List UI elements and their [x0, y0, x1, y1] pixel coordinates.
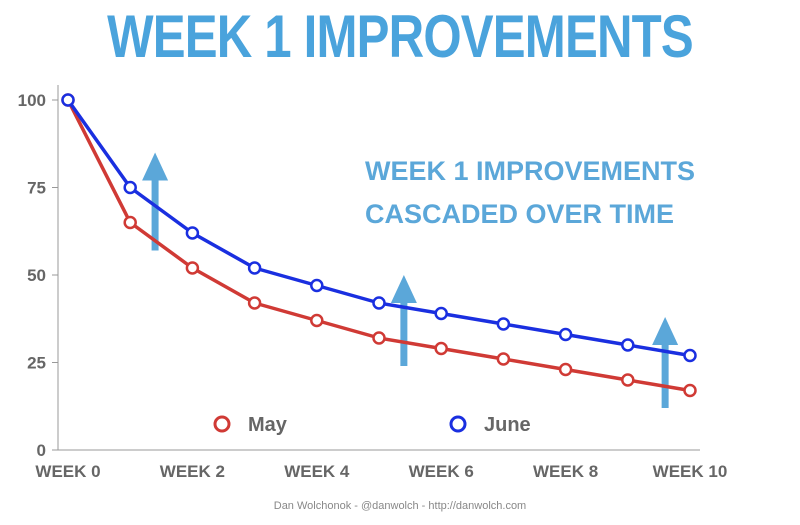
- x-tick-label: WEEK 2: [160, 462, 225, 481]
- x-tick-label: WEEK 0: [35, 462, 100, 481]
- data-point-june: [683, 348, 697, 363]
- x-tick-label: WEEK 10: [653, 462, 728, 481]
- data-point-may: [558, 362, 573, 377]
- data-point-may: [247, 296, 262, 310]
- series-lines: [61, 93, 697, 398]
- data-point-june: [185, 226, 200, 240]
- data-point-june: [372, 296, 386, 310]
- legend-label-may: May: [248, 414, 288, 436]
- data-point-may: [434, 341, 448, 356]
- y-tick-label: 50: [27, 266, 46, 285]
- data-point-june: [558, 327, 573, 342]
- data-point-may: [372, 331, 386, 345]
- credit-line: Dan Wolchonok - @danwolch - http://danwo…: [273, 500, 527, 512]
- y-tick-label: 25: [27, 354, 46, 373]
- annotation-line-2: CASCADED OVER TIME: [365, 199, 674, 229]
- x-tick-labels: WEEK 0 WEEK 2 WEEK 4 WEEK 6 WEEK 8 WEEK 10: [35, 462, 727, 481]
- y-tick-labels: 0 25 50 75 100: [18, 91, 46, 460]
- arrow-2: [390, 275, 417, 366]
- data-point-may: [123, 215, 137, 230]
- data-point-june: [434, 306, 448, 321]
- x-tick-label: WEEK 8: [533, 462, 598, 481]
- x-tick-label: WEEK 4: [284, 462, 350, 481]
- chart-title: WEEK 1 IMPROVEMENTS: [107, 3, 694, 70]
- data-point-june: [496, 317, 511, 331]
- axes: [52, 85, 700, 451]
- annotation: WEEK 1 IMPROVEMENTS CASCADED OVER TIME: [365, 156, 695, 229]
- data-point-may: [621, 373, 635, 387]
- arrow-1: [142, 152, 169, 251]
- series-line-may: [66, 99, 691, 393]
- data-point-june: [621, 338, 635, 352]
- arrow-3: [652, 317, 679, 408]
- legend-label-june: June: [484, 414, 531, 436]
- arrow-head: [142, 152, 169, 181]
- y-tick-label: 0: [37, 441, 46, 460]
- improvement-arrows: [142, 152, 679, 408]
- y-tick-label: 100: [18, 91, 46, 110]
- legend-marker-june: [449, 415, 467, 433]
- data-point-june: [310, 278, 324, 293]
- data-point-may: [185, 261, 200, 275]
- arrow-head: [390, 275, 417, 303]
- data-point-june: [61, 93, 75, 107]
- data-point-june: [247, 261, 262, 275]
- legend: May June: [213, 414, 531, 436]
- legend-marker-may: [213, 415, 231, 433]
- arrow-head: [652, 317, 679, 345]
- data-point-june: [123, 180, 137, 195]
- data-point-may: [683, 383, 697, 398]
- annotation-line-1: WEEK 1 IMPROVEMENTS: [365, 156, 695, 186]
- x-tick-label: WEEK 6: [409, 462, 474, 481]
- data-point-may: [496, 352, 511, 366]
- data-point-may: [310, 313, 324, 328]
- y-tick-label: 75: [27, 179, 46, 198]
